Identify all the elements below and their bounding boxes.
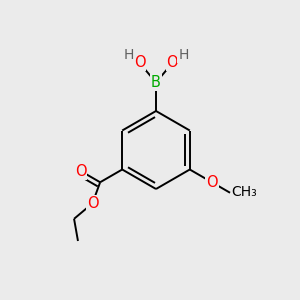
Text: H: H (123, 48, 134, 62)
Text: B: B (151, 75, 161, 90)
Text: O: O (134, 56, 146, 70)
Text: H: H (178, 48, 189, 62)
Text: O: O (75, 164, 86, 178)
Text: O: O (167, 56, 178, 70)
Text: O: O (206, 175, 218, 190)
Text: CH₃: CH₃ (232, 185, 257, 199)
Text: O: O (87, 196, 98, 211)
